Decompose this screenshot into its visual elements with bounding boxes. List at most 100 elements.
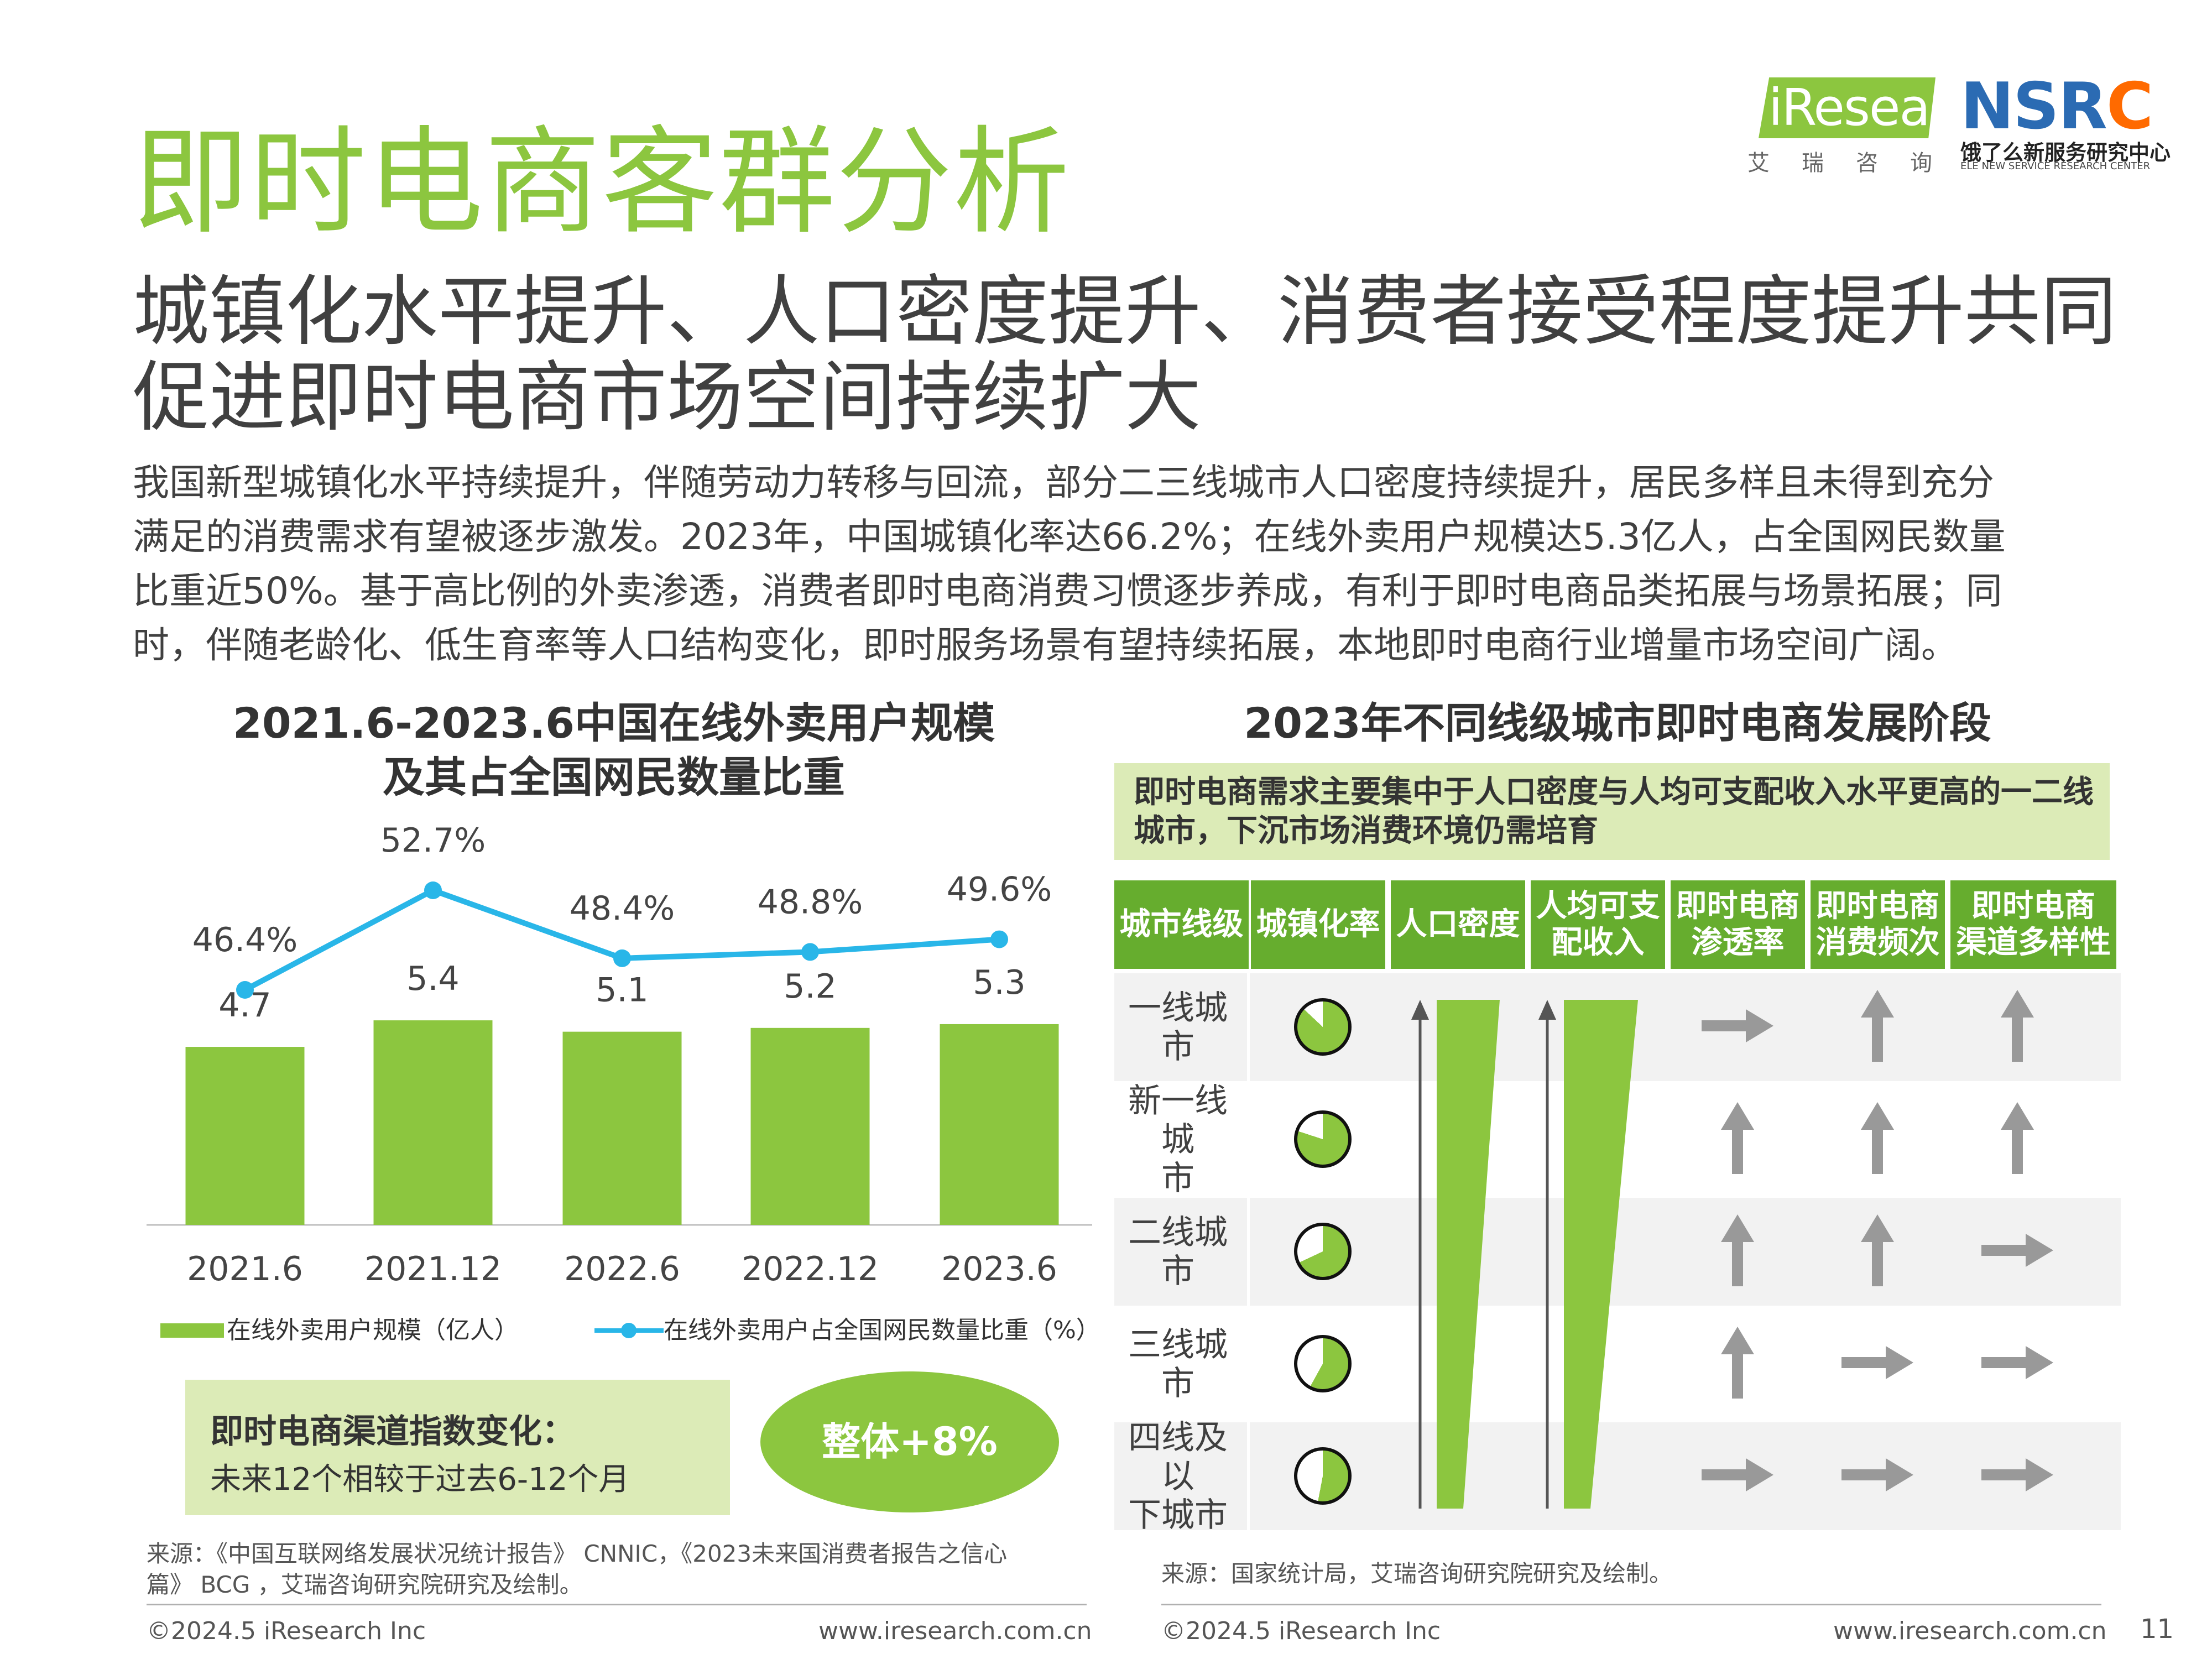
x-tick-label-3: 2022.12 <box>742 1250 879 1288</box>
channel-index-title: 即时电商渠道指数变化： <box>210 1412 575 1451</box>
trend-axis-arrowhead-0 <box>1411 1000 1429 1020</box>
body-paragraph-line-4: 时，伴随老龄化、低生育率等人口结构变化，即时服务场景有望持续拓展，本地即时电商行… <box>133 624 1958 666</box>
page-title: 即时电商客群分析 <box>133 114 1071 250</box>
table-header-0-line-0: 城市线级 <box>1119 906 1244 942</box>
trend-wedge-0 <box>1437 1000 1500 1509</box>
footer-divider-left <box>147 1604 1087 1605</box>
city-label-2-line-0: 二线城市 <box>1128 1213 1228 1291</box>
footer-divider-right <box>1161 1604 2101 1605</box>
bar-2 <box>562 1031 682 1225</box>
city-label-0-line-0: 一线城市 <box>1128 988 1228 1066</box>
share-point-1 <box>424 881 442 899</box>
footer-url-left[interactable]: www.iresearch.com.cn <box>818 1617 1092 1645</box>
table-header-0: 城市线级 <box>1114 880 1249 969</box>
arrow-up-icon <box>2001 990 2034 1062</box>
urbanization-pie-0 <box>1294 998 1352 1056</box>
chart-title-line-2: 及其占全国网民数量比重 <box>383 753 845 802</box>
share-point-3 <box>801 943 819 961</box>
right-panel-title: 2023年不同线级城市即时电商发展阶段 <box>1244 698 1991 748</box>
iresearch-logo: iResearch <box>1747 77 2007 138</box>
legend-bar-label: 在线外卖用户规模（亿人） <box>227 1316 519 1344</box>
table-header-3-line-1: 配收入 <box>1551 925 1645 961</box>
nsrc-logo-en: ELE NEW SERVICE RESEARCH CENTER <box>1960 160 2151 172</box>
arrow-up-icon <box>2001 1102 2034 1174</box>
channel-index-subtitle: 未来12个相较于过去6-12个月 <box>210 1462 630 1498</box>
urbanization-pie-2 <box>1294 1223 1352 1280</box>
share-point-0 <box>236 981 254 999</box>
table-row <box>1114 1422 2121 1530</box>
arrow-right-icon <box>1841 1458 1913 1491</box>
nsrc-logo-main: NSR <box>1960 69 2107 144</box>
bar-0 <box>185 1047 305 1225</box>
arrow-up-icon <box>1861 1214 1894 1286</box>
table-header-5: 即时电商 消费频次 <box>1811 880 1945 969</box>
urbanization-pie-4 <box>1294 1447 1352 1505</box>
arrow-right-icon <box>1702 1458 1773 1491</box>
right-panel-note-box <box>1114 763 2110 860</box>
share-label-3: 48.8% <box>758 883 863 921</box>
city-label-1: 新一线城市 <box>1114 1082 1241 1198</box>
table-header-2-line-0: 人口密度 <box>1396 906 1520 942</box>
city-label-3-line-0: 三线城市 <box>1128 1325 1228 1403</box>
arrow-up-icon <box>1721 1102 1754 1174</box>
footer-copyright-right: ©2024.5 iResearch Inc <box>1161 1617 1441 1645</box>
bar-4 <box>940 1024 1059 1225</box>
source-left: 来源：《中国互联网络发展状况统计报告》 CNNIC，《2023未来国消费者报告之… <box>147 1538 1109 1600</box>
arrow-right-icon <box>1981 1234 2053 1267</box>
table-header-2: 人口密度 <box>1391 880 1525 969</box>
x-tick-label-0: 2021.6 <box>187 1250 303 1288</box>
arrow-right-icon <box>1702 1009 1773 1042</box>
iresearch-logo-cn: 艾瑞咨询 <box>1747 150 1964 176</box>
chart-title-line-1: 2021.6-2023.6中国在线外卖用户规模 <box>232 698 995 748</box>
urbanization-pie-1 <box>1294 1110 1352 1168</box>
arrow-up-icon <box>1861 1102 1894 1174</box>
table-header-6: 即时电商 渠道多样性 <box>1950 880 2116 969</box>
overall-change-badge <box>760 1371 1059 1512</box>
share-point-4 <box>990 930 1008 948</box>
table-header-5-line-0: 即时电商 <box>1815 888 1940 924</box>
footer-copyright-left: ©2024.5 iResearch Inc <box>147 1617 426 1645</box>
bar-1 <box>373 1020 493 1225</box>
share-label-2: 48.4% <box>570 889 675 928</box>
table-header-4: 即时电商 渗透率 <box>1671 880 1805 969</box>
bar-label-1: 5.4 <box>406 959 459 998</box>
body-paragraph-line-3: 比重近50%。基于高比例的外卖渗透，消费者即时电商消费习惯逐步养成，有利于即时电… <box>133 570 2002 612</box>
legend-line-label: 在线外卖用户占全国网民数量比重（%） <box>664 1316 1100 1344</box>
x-tick-label-4: 2023.6 <box>941 1250 1057 1288</box>
table-header-6-line-1: 渠道多样性 <box>1956 925 2111 961</box>
iresearch-logo-text: iResearch <box>1768 78 2007 137</box>
nsrc-logo-cn: 饿了么新服务研究中心 <box>1960 140 2171 165</box>
footer-url-right[interactable]: www.iresearch.com.cn <box>1833 1617 2107 1645</box>
table-header-1-line-0: 城镇化率 <box>1256 906 1380 942</box>
arrow-up-icon <box>1861 990 1894 1062</box>
bar-3 <box>750 1027 870 1225</box>
table-header-4-line-0: 即时电商 <box>1676 888 1800 924</box>
legend-bar-swatch <box>160 1323 224 1338</box>
x-tick-label-1: 2021.12 <box>364 1250 502 1288</box>
source-left-line-2: 篇》 BCG ，艾瑞咨询研究院研究及绘制。 <box>147 1571 583 1598</box>
x-tick-label-2: 2022.6 <box>564 1250 680 1288</box>
bar-label-4: 5.3 <box>973 963 1025 1002</box>
row-divider <box>1247 1198 1250 1306</box>
headline-line-2: 促进即时电商市场空间持续扩大 <box>133 353 1202 442</box>
row-divider <box>1247 1422 1250 1530</box>
table-header-1: 城镇化率 <box>1251 880 1385 969</box>
city-label-1-line-0: 新一线城 <box>1128 1081 1228 1159</box>
table-header-5-line-1: 消费频次 <box>1815 925 1940 961</box>
urbanization-pie-3 <box>1294 1335 1352 1392</box>
city-label-4: 四线及以 下城市 <box>1114 1418 1241 1535</box>
overall-change-text: 整体+8% <box>822 1419 998 1464</box>
table-row <box>1114 1310 2121 1418</box>
city-label-4-line-1: 下城市 <box>1128 1495 1228 1535</box>
row-divider <box>1247 1310 1250 1418</box>
channel-index-box <box>185 1380 730 1515</box>
row-divider <box>1247 973 1250 1081</box>
city-label-0: 一线城市 <box>1114 973 1241 1081</box>
bar-label-2: 5.1 <box>596 971 648 1010</box>
arrow-right-icon <box>1841 1346 1913 1379</box>
arrow-right-icon <box>1981 1346 2053 1379</box>
nsrc-logo-c: C <box>2106 69 2153 144</box>
share-point-2 <box>613 949 631 967</box>
